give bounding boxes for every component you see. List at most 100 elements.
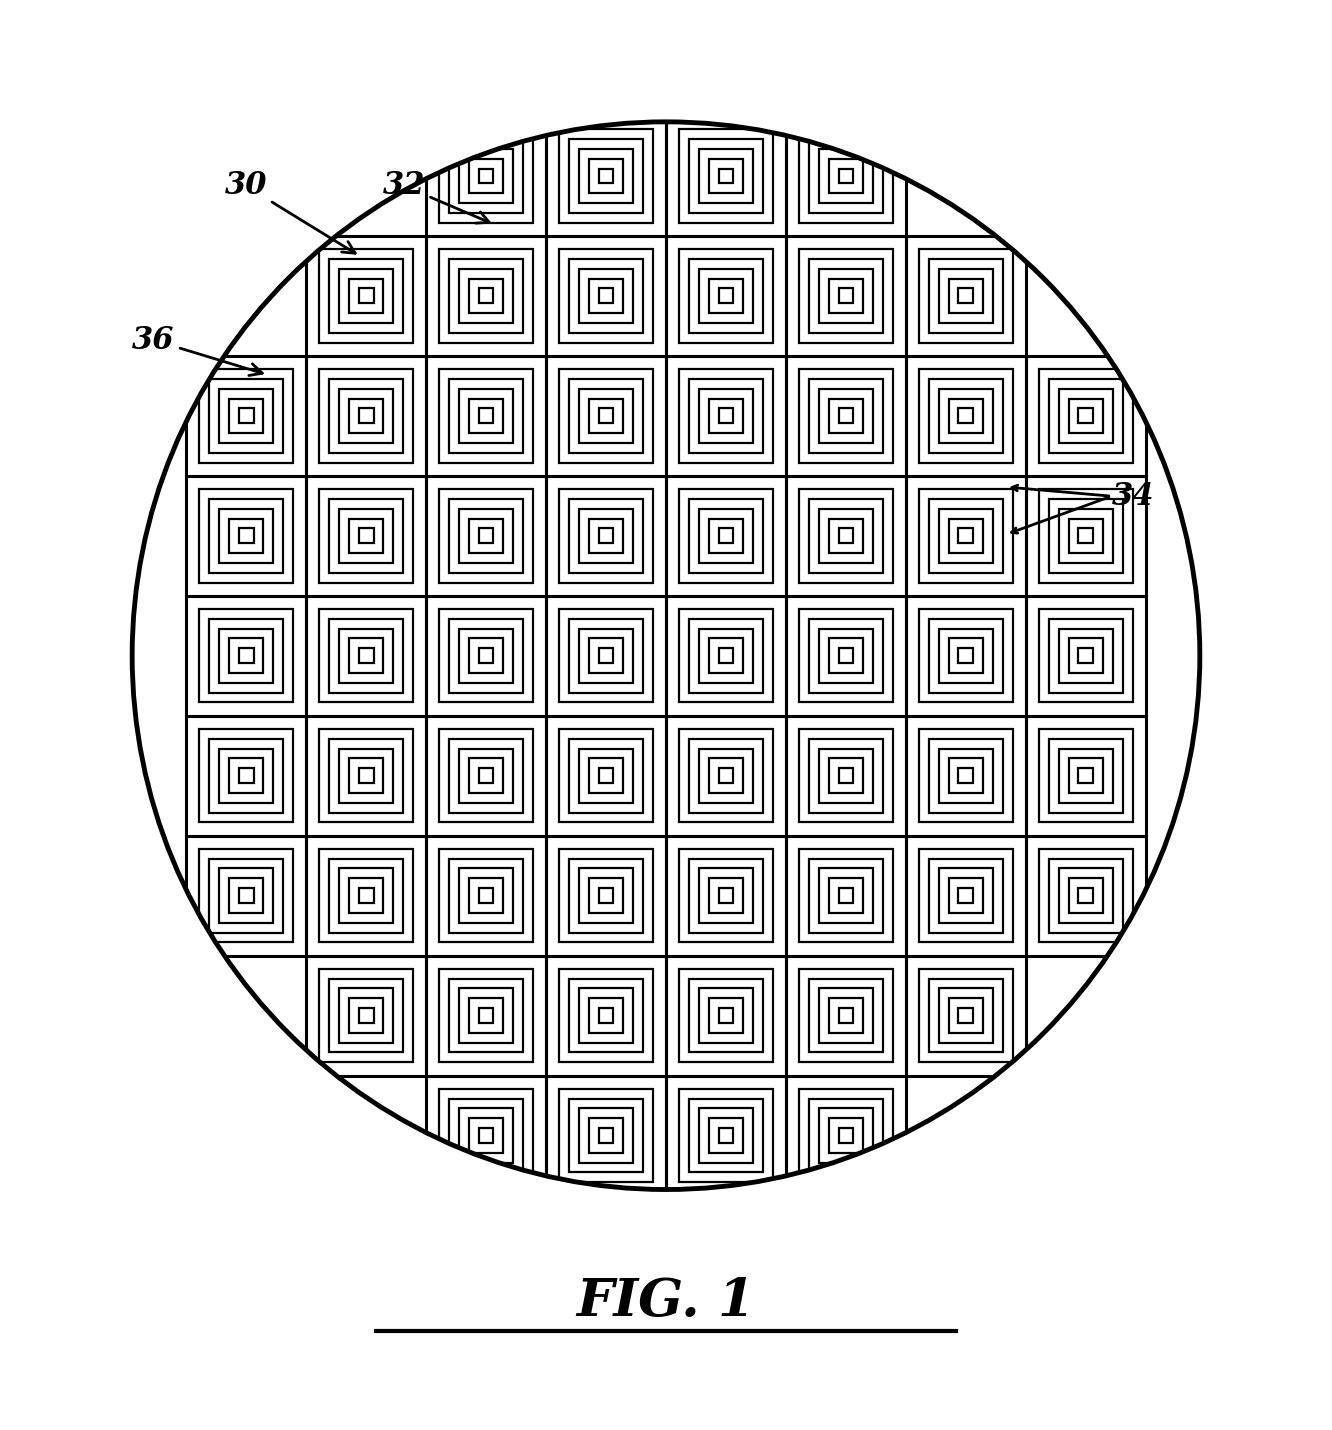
Bar [809,619,883,692]
Bar [786,1075,906,1195]
Bar [939,389,992,443]
Bar [460,509,513,563]
Bar [799,849,892,942]
Bar [1026,715,1146,835]
Bar [709,519,743,553]
Bar [786,476,906,596]
Bar [569,619,643,692]
Bar [1039,729,1132,822]
Bar [426,1075,546,1195]
Bar [598,1128,614,1143]
Bar [928,739,1003,812]
Bar [546,1075,666,1195]
Bar [786,1075,906,1195]
Bar [579,509,633,563]
Bar [1068,638,1103,674]
Bar [689,259,763,333]
Bar [666,835,786,955]
Bar [906,596,1026,715]
Bar [809,379,883,453]
Bar [959,289,974,303]
Bar [948,638,983,674]
Bar [939,988,992,1042]
Bar [1059,748,1114,802]
Bar [1026,476,1146,596]
Bar [200,609,293,702]
Bar [829,399,863,433]
Bar [1059,629,1114,682]
Bar [689,858,763,932]
Bar [689,139,763,213]
Text: FIG. 1: FIG. 1 [577,1276,755,1327]
Bar [460,748,513,802]
Bar [1079,528,1094,543]
Bar [959,768,974,784]
Bar [460,868,513,922]
Bar [1048,739,1123,812]
Bar [358,528,373,543]
Bar [819,868,872,922]
Bar [306,596,426,715]
Bar [666,116,786,236]
Bar [809,978,883,1052]
Bar [559,489,653,582]
Bar [1039,609,1132,702]
Bar [689,619,763,692]
Bar [349,998,384,1032]
Bar [928,619,1003,692]
Bar [589,758,623,792]
Bar [906,596,1026,715]
Bar [469,279,503,313]
Bar [718,169,734,183]
Bar [786,596,906,715]
Bar [598,169,614,183]
Bar [1026,835,1146,955]
Bar [829,758,863,792]
Bar [426,116,546,236]
Bar [906,955,1026,1075]
Bar [1048,858,1123,932]
Bar [306,715,426,835]
Bar [469,998,503,1032]
Bar [786,955,906,1075]
Bar [186,356,306,476]
Bar [200,729,293,822]
Bar [478,768,493,784]
Bar [598,888,614,902]
Bar [1026,356,1146,476]
Bar [559,1088,653,1183]
Bar [449,739,523,812]
Bar [1026,835,1146,955]
Bar [809,739,883,812]
Bar [546,596,666,715]
Bar [809,499,883,572]
Bar [699,1108,753,1163]
Bar [349,519,384,553]
Bar [906,236,1026,356]
Bar [589,878,623,912]
Bar [679,849,773,942]
Bar [839,1128,854,1143]
Bar [579,1108,633,1163]
Bar [440,849,533,942]
Bar [449,259,523,333]
Bar [306,955,426,1075]
Bar [218,748,273,802]
Bar [569,259,643,333]
Bar [329,978,404,1052]
Bar [786,476,906,596]
Bar [799,609,892,702]
Bar [839,1008,854,1022]
Bar [320,849,413,942]
Bar [1068,878,1103,912]
Bar [666,596,786,715]
Bar [906,356,1026,476]
Bar [919,609,1012,702]
Bar [478,888,493,902]
Bar [666,1075,786,1195]
Bar [1079,768,1094,784]
Bar [200,369,293,462]
Bar [959,528,974,543]
Bar [426,116,546,236]
Bar [478,1008,493,1022]
